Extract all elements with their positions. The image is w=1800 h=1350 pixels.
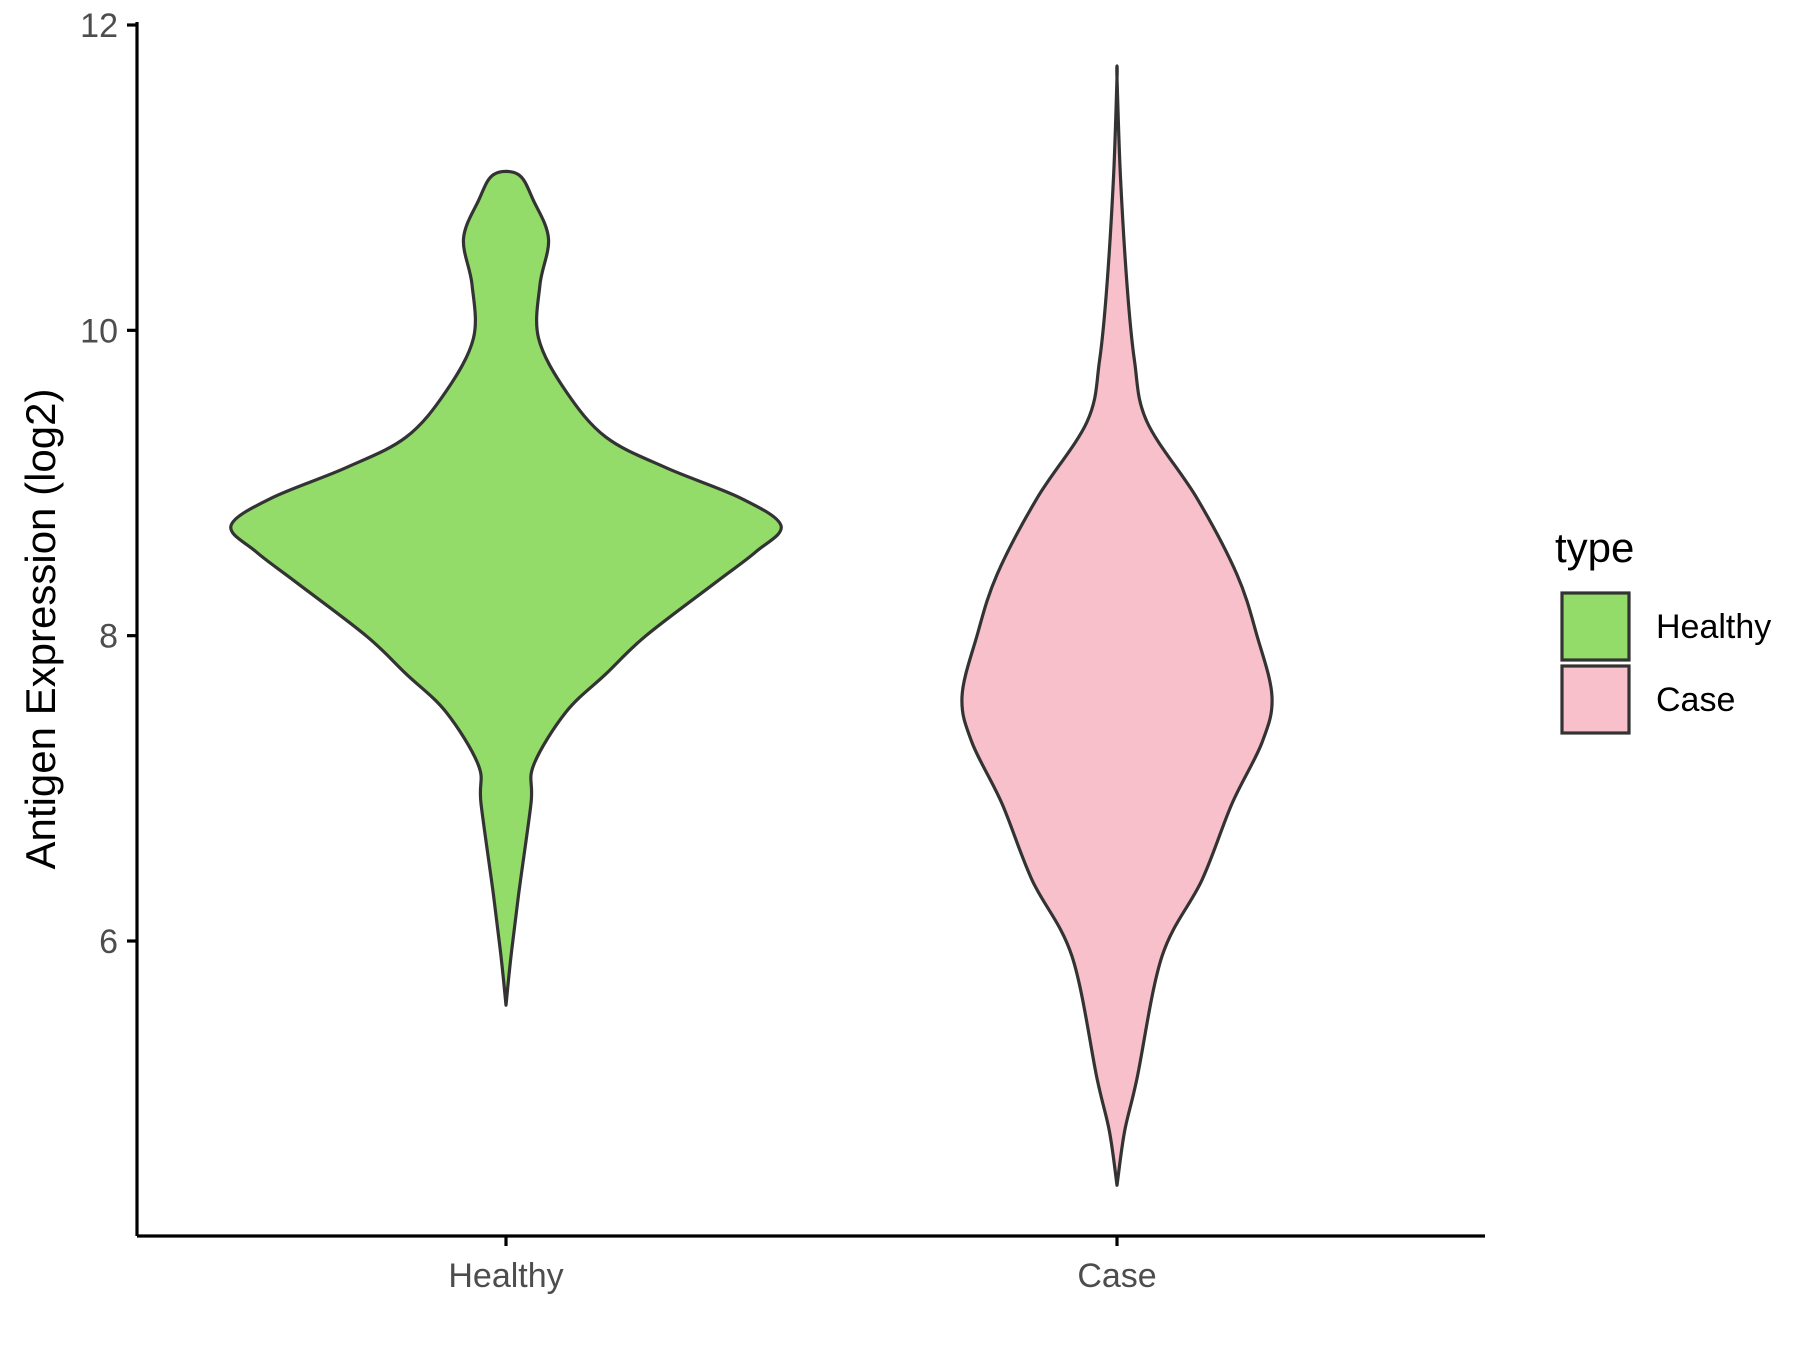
y-tick-label: 6 bbox=[99, 923, 118, 961]
violin-healthy bbox=[229, 169, 783, 1007]
legend-title: type bbox=[1555, 524, 1634, 571]
y-ticks: 6 8 10 12 bbox=[80, 7, 137, 961]
legend-key-case bbox=[1560, 664, 1631, 735]
y-axis-title: Antigen Expression (log2) bbox=[17, 389, 64, 870]
legend: Healthy Case bbox=[1560, 591, 1771, 735]
legend-key-healthy bbox=[1560, 591, 1631, 662]
violins bbox=[229, 64, 1274, 1187]
x-tick-label: Healthy bbox=[448, 1257, 563, 1295]
y-tick-label: 10 bbox=[80, 312, 118, 350]
violin-case bbox=[960, 64, 1274, 1187]
legend-label-healthy: Healthy bbox=[1656, 608, 1771, 646]
x-tick-label: Case bbox=[1077, 1257, 1156, 1295]
y-tick-label: 8 bbox=[99, 618, 118, 656]
y-tick-label: 12 bbox=[80, 7, 118, 45]
legend-label-case: Case bbox=[1656, 681, 1735, 719]
x-ticks: Healthy Case bbox=[448, 1236, 1157, 1295]
